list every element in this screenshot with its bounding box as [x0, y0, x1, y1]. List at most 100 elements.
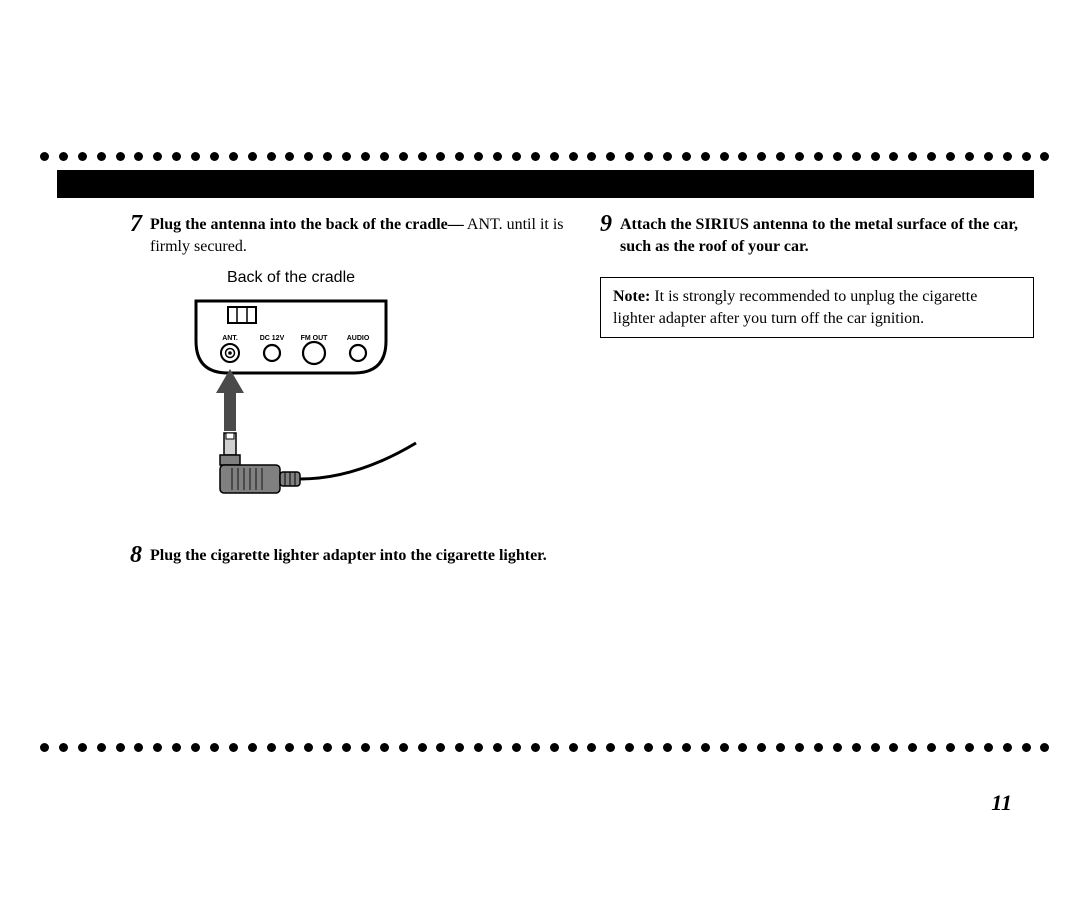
dot-icon — [927, 743, 936, 752]
dot-icon — [852, 152, 861, 161]
dot-icon — [78, 743, 87, 752]
dot-icon — [908, 152, 917, 161]
dot-icon — [512, 743, 521, 752]
dot-icon — [267, 743, 276, 752]
step-7-bold: Plug the antenna into the back of the cr… — [150, 216, 464, 233]
dot-icon — [587, 743, 596, 752]
page-number: 11 — [991, 790, 1012, 816]
step-9: 9 Attach the SIRIUS antenna to the metal… — [600, 214, 1034, 257]
note-box: Note: It is strongly recommended to unpl… — [600, 277, 1034, 338]
arrow-up-icon — [216, 369, 244, 431]
dot-icon — [399, 743, 408, 752]
dot-icon — [946, 152, 955, 161]
dot-icon — [1022, 743, 1031, 752]
step-8-text: Plug the cigarette lighter adapter into … — [150, 545, 547, 567]
content-columns: 7 Plug the antenna into the back of the … — [130, 214, 1034, 575]
dot-icon — [399, 152, 408, 161]
dot-icon — [210, 152, 219, 161]
dot-icon — [701, 743, 710, 752]
dot-icon — [682, 743, 691, 752]
dot-icon — [965, 152, 974, 161]
dot-icon — [644, 152, 653, 161]
dot-icon — [1003, 743, 1012, 752]
dot-icon — [267, 152, 276, 161]
dot-icon — [97, 152, 106, 161]
dot-icon — [531, 152, 540, 161]
dot-icon — [984, 743, 993, 752]
dot-icon — [569, 743, 578, 752]
dot-icon — [493, 152, 502, 161]
dot-icon — [323, 743, 332, 752]
dot-icon — [78, 152, 87, 161]
step-8: 8 Plug the cigarette lighter adapter int… — [130, 545, 564, 567]
dot-icon — [1022, 152, 1031, 161]
dot-icon — [814, 152, 823, 161]
dot-icon — [304, 743, 313, 752]
dot-icon — [738, 743, 747, 752]
step-9-text: Attach the SIRIUS antenna to the metal s… — [620, 214, 1034, 257]
dot-icon — [569, 152, 578, 161]
dot-icon — [531, 743, 540, 752]
dot-icon — [871, 743, 880, 752]
dot-icon — [889, 743, 898, 752]
dot-icon — [229, 152, 238, 161]
dot-icon — [493, 743, 502, 752]
decorative-dots-top — [40, 152, 1050, 161]
dot-icon — [587, 152, 596, 161]
dot-icon — [116, 152, 125, 161]
cradle-svg: ANT. DC 12V FM OUT AUDIO — [136, 293, 446, 518]
step-text: Plug the antenna into the back of the cr… — [150, 214, 564, 257]
dot-icon — [644, 743, 653, 752]
step-7: 7 Plug the antenna into the back of the … — [130, 214, 564, 257]
dot-icon — [833, 743, 842, 752]
dot-icon — [720, 743, 729, 752]
dot-icon — [984, 152, 993, 161]
dot-icon — [682, 152, 691, 161]
dot-icon — [134, 743, 143, 752]
step-number: 9 — [600, 212, 612, 236]
dot-icon — [927, 152, 936, 161]
dot-icon — [323, 152, 332, 161]
dot-icon — [512, 152, 521, 161]
dot-icon — [342, 743, 351, 752]
dot-icon — [285, 743, 294, 752]
dot-icon — [172, 152, 181, 161]
dot-icon — [474, 152, 483, 161]
dot-icon — [776, 743, 785, 752]
note-label: Note: — [613, 288, 650, 305]
antenna-plug-icon — [220, 433, 416, 493]
dot-icon — [1040, 152, 1049, 161]
dot-icon — [436, 152, 445, 161]
dot-icon — [625, 743, 634, 752]
step-number: 7 — [130, 212, 142, 236]
note-text: It is strongly recommended to unplug the… — [613, 288, 977, 327]
dot-icon — [134, 152, 143, 161]
dot-icon — [871, 152, 880, 161]
dot-icon — [40, 743, 49, 752]
header-bar — [57, 170, 1034, 198]
dot-icon — [852, 743, 861, 752]
dot-icon — [229, 743, 238, 752]
dot-icon — [418, 152, 427, 161]
dot-icon — [795, 152, 804, 161]
dot-icon — [663, 743, 672, 752]
dot-icon — [418, 743, 427, 752]
dot-icon — [342, 152, 351, 161]
dot-icon — [40, 152, 49, 161]
dot-icon — [361, 152, 370, 161]
dot-icon — [550, 152, 559, 161]
dot-icon — [1040, 743, 1049, 752]
dot-icon — [380, 152, 389, 161]
dot-icon — [908, 743, 917, 752]
dot-icon — [757, 152, 766, 161]
dot-icon — [889, 152, 898, 161]
dot-icon — [474, 743, 483, 752]
dot-icon — [795, 743, 804, 752]
dot-icon — [663, 152, 672, 161]
dot-icon — [191, 743, 200, 752]
dot-icon — [59, 152, 68, 161]
right-column: 9 Attach the SIRIUS antenna to the metal… — [600, 214, 1034, 575]
dot-icon — [946, 743, 955, 752]
dot-icon — [59, 743, 68, 752]
left-column: 7 Plug the antenna into the back of the … — [130, 214, 564, 575]
